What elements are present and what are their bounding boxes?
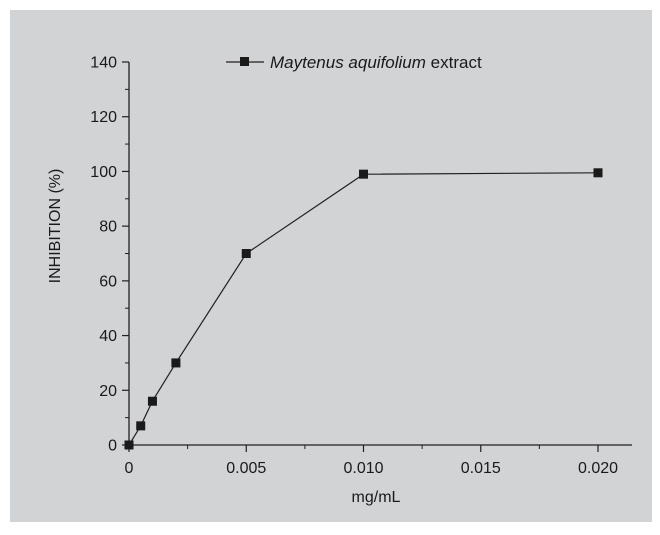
y-tick-label: 100 (90, 164, 117, 181)
y-tick-label: 40 (99, 328, 117, 345)
legend: Maytenus aquifolium extract (226, 53, 482, 72)
y-tick-label: 20 (99, 383, 117, 400)
y-tick-label: 140 (90, 55, 117, 72)
data-point-marker (241, 249, 251, 258)
data-point-marker (124, 440, 134, 450)
tick-marks (122, 61, 599, 452)
x-tick-label: 0.010 (343, 460, 383, 477)
legend-label: Maytenus aquifolium extract (270, 53, 482, 72)
legend-label-italic: Maytenus aquifolium (270, 53, 426, 72)
y-axis-title: INHIBITION (%) (47, 169, 64, 284)
legend-label-suffix: extract (426, 53, 482, 72)
tick-labels: 0 20 40 60 80 100 120 140 0 0.005 0.010 0.015 0.020 (90, 55, 618, 478)
legend-marker (240, 57, 249, 66)
data-point-marker (171, 358, 181, 368)
y-tick-label: 0 (108, 438, 117, 455)
series-layer (124, 168, 603, 450)
chart-background (10, 10, 652, 522)
x-tick-label: 0.005 (226, 460, 266, 477)
x-tick-label: 0.020 (578, 460, 618, 477)
y-tick-label: 120 (90, 109, 117, 126)
x-tick-label: 0.015 (461, 460, 501, 477)
data-point-marker (359, 169, 368, 179)
data-point-marker (593, 168, 603, 178)
data-point-marker (147, 396, 157, 406)
x-tick-label: 0 (125, 460, 134, 477)
data-point-marker (136, 421, 146, 431)
x-axis-title: mg/mL (352, 489, 401, 506)
y-tick-label: 80 (99, 219, 117, 236)
y-tick-label: 60 (99, 273, 117, 290)
